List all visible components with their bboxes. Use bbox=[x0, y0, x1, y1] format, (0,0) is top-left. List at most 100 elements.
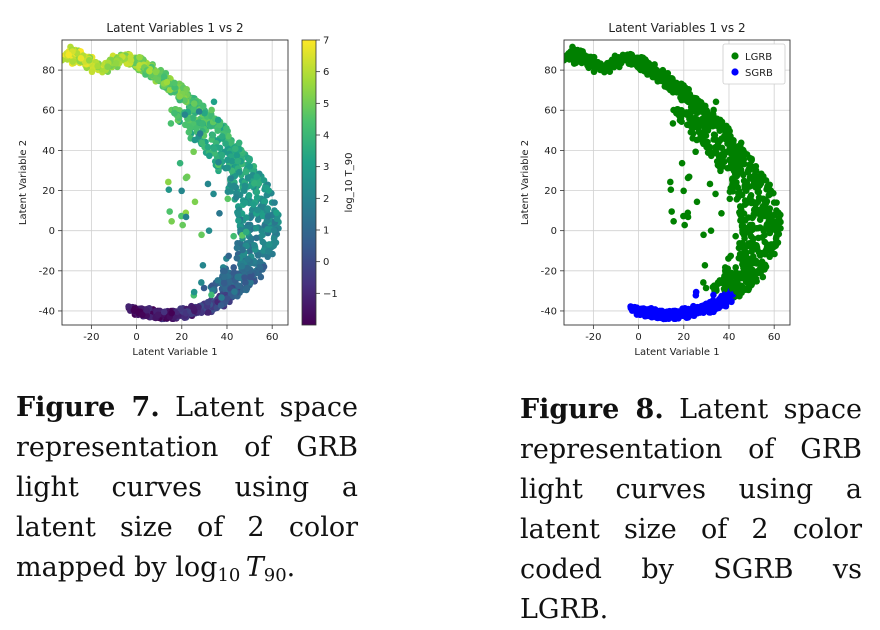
scatter-point bbox=[737, 217, 744, 224]
scatter-point bbox=[190, 106, 198, 113]
scatter-point bbox=[726, 156, 733, 164]
scatter-point bbox=[712, 98, 720, 106]
chart-title: Latent Variables 1 vs 2 bbox=[106, 21, 243, 35]
y-tick-label: -20 bbox=[541, 266, 557, 277]
scatter-point bbox=[640, 311, 648, 319]
scatter-point bbox=[112, 60, 120, 67]
scatter-point bbox=[182, 174, 190, 182]
legend-label: SGRB bbox=[745, 68, 773, 79]
scatter-point bbox=[773, 199, 780, 206]
figure-8-panel: Latent Variables 1 vs 2 -20 0 20 40 60 -40 -20 0… bbox=[440, 0, 880, 380]
scatter-point bbox=[710, 106, 717, 114]
scatter-point bbox=[772, 235, 780, 242]
scatter-point bbox=[230, 269, 238, 276]
scatter-point bbox=[198, 231, 205, 239]
figure-7-panel: Latent Variables 1 vs 2 -20 0 20 40 60 -40 -20 0… bbox=[0, 0, 440, 380]
legend-marker bbox=[731, 52, 739, 60]
figure-8-caption: Figure 8. Latent space representation of… bbox=[520, 390, 862, 630]
scatter-point bbox=[719, 302, 727, 309]
scatter-point bbox=[127, 56, 135, 64]
scatter-point bbox=[198, 139, 206, 147]
scatter-point bbox=[246, 273, 254, 281]
scatter-point bbox=[743, 182, 751, 190]
scatter-point bbox=[710, 291, 717, 299]
scatter-point bbox=[77, 55, 85, 62]
scatter-point bbox=[230, 182, 238, 190]
scatter-point bbox=[199, 262, 207, 269]
scatter-point bbox=[732, 232, 739, 240]
scatter-point bbox=[673, 79, 680, 87]
scatter-point bbox=[755, 173, 763, 180]
scatter-point bbox=[256, 258, 264, 265]
scatter-point bbox=[744, 279, 751, 287]
scatter-point bbox=[767, 187, 775, 194]
scatter-point bbox=[146, 67, 153, 75]
scatter-point bbox=[673, 109, 680, 117]
scatter-point bbox=[761, 231, 768, 239]
scatter-point bbox=[250, 201, 257, 208]
scatter-point bbox=[691, 114, 699, 122]
scatter-point bbox=[215, 158, 222, 166]
scatter-point bbox=[732, 264, 739, 271]
scatter-point bbox=[766, 226, 773, 233]
scatter-point bbox=[745, 214, 752, 221]
scatter-point bbox=[222, 140, 229, 147]
colorbar-tick-label: 2 bbox=[323, 194, 329, 205]
x-tick-label: -20 bbox=[585, 332, 601, 343]
scatter-point bbox=[692, 304, 699, 312]
scatter-point bbox=[567, 51, 574, 59]
x-tick-label: 20 bbox=[677, 332, 690, 343]
scatter-point bbox=[265, 241, 273, 248]
scatter-point bbox=[692, 100, 700, 107]
scatter-point bbox=[707, 227, 715, 234]
scatter-point bbox=[254, 206, 261, 214]
scatter-point bbox=[191, 198, 199, 206]
scatter-point bbox=[165, 186, 173, 193]
scatter-point bbox=[227, 175, 235, 182]
scatter-point bbox=[216, 121, 224, 129]
scatter-point bbox=[737, 139, 745, 147]
scatter-point bbox=[204, 143, 212, 151]
scatter-point bbox=[654, 68, 662, 76]
scatter-point bbox=[743, 274, 750, 281]
scatter-point bbox=[234, 157, 242, 165]
scatter-point bbox=[748, 248, 755, 255]
scatter-point bbox=[248, 212, 255, 220]
scatter-point bbox=[253, 173, 261, 180]
scatter-point bbox=[196, 130, 204, 137]
scatter-point bbox=[688, 124, 696, 132]
y-tick-label: 20 bbox=[544, 186, 557, 197]
scatter-point bbox=[680, 187, 687, 195]
scatter-point bbox=[732, 269, 740, 276]
scatter-point bbox=[206, 152, 213, 160]
scatter-point bbox=[747, 192, 755, 199]
scatter-point bbox=[741, 246, 748, 254]
scatter-point bbox=[217, 302, 225, 309]
scatter-point bbox=[218, 133, 226, 140]
scatter-point bbox=[225, 132, 232, 140]
colorbar-tick-label: 3 bbox=[323, 162, 329, 173]
scatter-point bbox=[243, 264, 251, 272]
scatter-point bbox=[726, 188, 734, 196]
scatter-point bbox=[697, 108, 705, 115]
scatter-point bbox=[143, 306, 150, 314]
scatter-point bbox=[264, 226, 271, 233]
scatter-point bbox=[253, 194, 261, 201]
scatter-point bbox=[720, 294, 727, 301]
scatter-point bbox=[208, 291, 215, 299]
scatter-point bbox=[204, 298, 212, 306]
scatter-point bbox=[69, 58, 77, 65]
scatter-point bbox=[756, 206, 763, 214]
scatter-point bbox=[168, 309, 175, 317]
scatter-point bbox=[243, 214, 250, 221]
scatter-point bbox=[168, 217, 175, 225]
scatter-point bbox=[740, 262, 748, 270]
colorbar-tick-label: 0 bbox=[323, 257, 329, 268]
scatter-point bbox=[735, 254, 743, 262]
scatter-point bbox=[224, 195, 232, 203]
y-tick-label: 80 bbox=[42, 66, 55, 77]
x-tick-label: 20 bbox=[175, 332, 188, 343]
scatter-point bbox=[755, 234, 762, 242]
colorbar-tick-label: 4 bbox=[323, 131, 329, 142]
scatter-point bbox=[706, 298, 714, 306]
